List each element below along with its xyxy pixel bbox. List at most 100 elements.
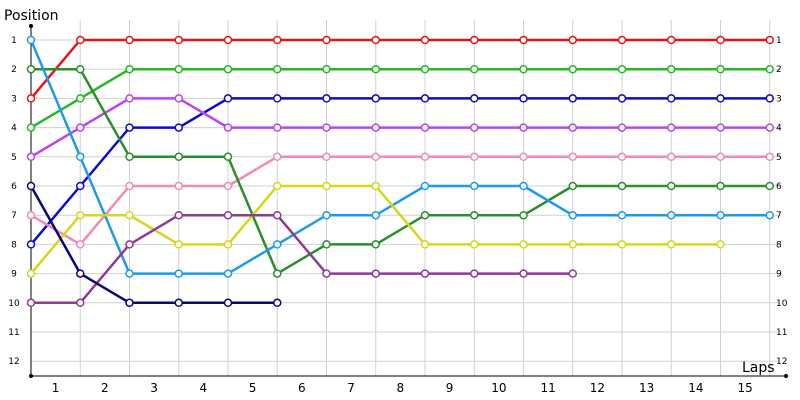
y-tick-label: 2 [11,65,17,75]
data-point [76,181,85,191]
data-point [716,152,725,162]
data-point [273,210,282,220]
data-point [667,240,676,249]
data-point [617,64,627,74]
data-point [617,210,627,220]
data-point [420,94,430,103]
data-point [76,123,85,132]
data-point [470,64,479,74]
data-point [125,152,134,162]
data-point [519,269,528,278]
data-point [26,269,36,278]
data-point [322,35,331,45]
data-point [76,210,85,220]
data-point [617,94,627,103]
data-point [470,35,479,45]
chart-series-group [26,35,774,308]
data-point [519,64,528,74]
data-point [223,35,233,45]
x-tick-label: 9 [446,381,454,395]
data-point [125,181,134,191]
series-5 [26,152,774,249]
y-tick-label: 7 [11,211,17,221]
data-point [470,152,479,162]
data-point [322,240,331,249]
y-tick-label-right: 7 [776,211,782,221]
series-3 [26,94,774,249]
series-8 [26,181,725,278]
data-point [420,269,430,278]
data-point [174,240,183,249]
data-point [223,64,233,74]
series-9 [26,210,577,308]
data-point [371,181,380,191]
data-point [667,94,676,103]
data-point [765,94,774,103]
y-tick-label: 8 [11,240,17,250]
x-tick-label: 7 [347,381,355,395]
data-point [223,269,233,278]
data-point [174,123,183,132]
series-line [30,67,770,129]
data-point [273,181,282,191]
y-axis-arrow [29,24,33,28]
data-point [519,35,528,45]
data-point [76,152,85,162]
data-point [568,35,577,45]
data-point [420,152,430,162]
series-line [30,97,770,246]
data-point [371,64,380,74]
series-4 [26,94,774,162]
x-tick-label: 2 [101,381,109,395]
data-point [667,181,676,191]
chart-axes [29,24,788,378]
data-point [322,269,331,278]
data-point [716,123,725,132]
series-1 [26,35,774,103]
data-point [765,210,774,220]
data-point [420,64,430,74]
data-point [273,298,282,308]
data-point [519,123,528,132]
series-line [29,39,770,275]
y-tick-label-right: 10 [776,299,788,309]
y-tick-label-right: 12 [776,357,787,367]
data-point [716,210,725,220]
data-point [76,35,85,45]
data-point [322,94,331,103]
data-point [26,94,36,103]
data-point [568,210,577,220]
data-point [568,94,577,103]
series-line [31,67,770,275]
data-point [519,94,528,103]
x-tick-label: 4 [200,381,208,395]
data-point [125,269,134,278]
data-point [273,152,282,162]
data-point [568,240,577,249]
data-point [667,152,676,162]
data-point [26,210,36,220]
y-tick-label-right: 8 [776,240,782,250]
x-tick-label: 1 [52,381,60,395]
x-tick-label: 14 [688,381,703,395]
series-line [29,185,278,305]
x-tick-label: 6 [298,381,306,395]
series-6 [26,64,774,278]
data-point [420,240,430,249]
y-tick-label-right: 11 [776,328,787,338]
data-point [765,64,774,74]
data-point [371,94,380,103]
data-point [765,35,774,45]
data-point [26,152,36,162]
data-point [617,35,627,45]
series-line [30,38,770,100]
x-tick-label: 15 [737,381,752,395]
data-point [716,35,725,45]
data-point [568,64,577,74]
data-point [371,269,380,278]
data-point [223,123,233,132]
series-line [30,97,770,158]
data-point [470,240,479,249]
data-point [174,269,183,278]
